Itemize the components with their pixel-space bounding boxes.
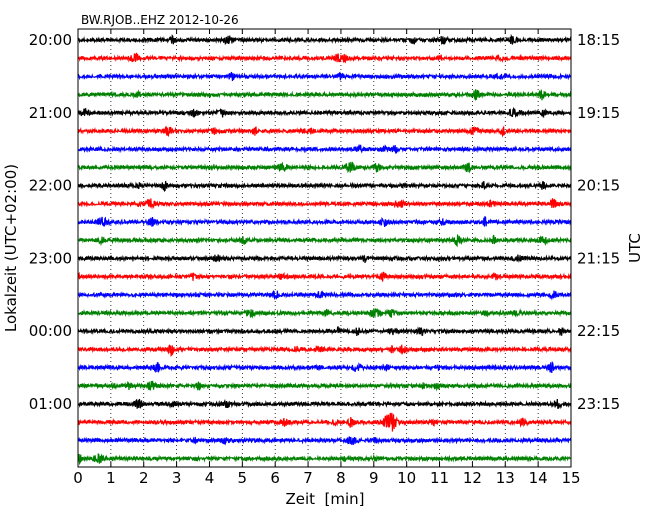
x-tick-label: 5 [238, 469, 248, 487]
seismic-trace [77, 307, 572, 319]
x-tick-label: 1 [106, 469, 116, 487]
x-tick-label: 6 [270, 469, 280, 487]
seismic-trace [77, 161, 572, 174]
y-tick-label-right: 21:15 [577, 249, 620, 267]
plot-frame [77, 28, 572, 468]
x-tick-label: 15 [561, 469, 580, 487]
x-tick-label: 0 [73, 469, 83, 487]
seismic-trace [77, 271, 572, 282]
y-tick-label-left: 21:00 [29, 104, 72, 122]
y-tick-label-left: 00:00 [29, 322, 72, 340]
x-axis-label: Zeit [min] [285, 490, 364, 508]
x-tick-label: 13 [496, 469, 515, 487]
x-tick-label: 7 [303, 469, 313, 487]
seismic-trace [77, 453, 572, 466]
seismic-trace [77, 436, 572, 446]
seismic-trace [77, 412, 572, 432]
x-tick-label: 10 [397, 469, 416, 487]
seismic-trace [77, 180, 572, 193]
y-tick-label-left: 20:00 [29, 31, 72, 49]
x-tick-label: 12 [463, 469, 482, 487]
x-tick-label: 8 [336, 469, 346, 487]
seismic-trace [77, 33, 572, 46]
chart-title: BW.RJOB..EHZ 2012-10-26 [81, 13, 239, 27]
seismic-trace [77, 106, 572, 119]
y-axis-label-right: UTC [626, 233, 644, 263]
y-tick-label-right: 22:15 [577, 322, 620, 340]
y-tick-label-left: 23:00 [29, 249, 72, 267]
y-tick-label-right: 18:15 [577, 31, 620, 49]
seismic-trace [77, 144, 572, 154]
seismic-trace [77, 254, 572, 263]
seismic-trace [77, 380, 572, 392]
y-tick-label-right: 23:15 [577, 395, 620, 413]
seismic-trace [77, 344, 572, 357]
x-tick-label: 2 [139, 469, 149, 487]
seismic-trace [77, 71, 572, 82]
x-tick-label: 14 [529, 469, 548, 487]
x-tick-label: 11 [430, 469, 449, 487]
y-axis-label-left: Lokalzeit (UTC+02:00) [2, 164, 20, 332]
y-tick-label-left: 22:00 [29, 177, 72, 195]
seismic-trace [77, 360, 572, 374]
seismic-trace [77, 52, 572, 64]
y-tick-label-left: 01:00 [29, 395, 72, 413]
x-tick-label: 4 [205, 469, 215, 487]
seismic-trace [77, 198, 572, 210]
x-tick-label: 3 [172, 469, 182, 487]
y-tick-label-right: 19:15 [577, 104, 620, 122]
seismic-trace [77, 126, 572, 138]
seismic-trace [77, 89, 572, 102]
seismic-trace [77, 326, 572, 337]
seismic-trace [77, 234, 572, 248]
trace-group [77, 33, 572, 466]
y-tick-label-right: 20:15 [577, 177, 620, 195]
seismic-trace [77, 290, 572, 301]
axis-ticks: 0 1 2 3 4 5 6 7 8 9 10 11 12 13 14 1520:0021:0022:0023:… [29, 29, 620, 487]
x-tick-label: 9 [369, 469, 379, 487]
seismic-trace [77, 398, 572, 410]
seismic-trace [77, 215, 572, 228]
